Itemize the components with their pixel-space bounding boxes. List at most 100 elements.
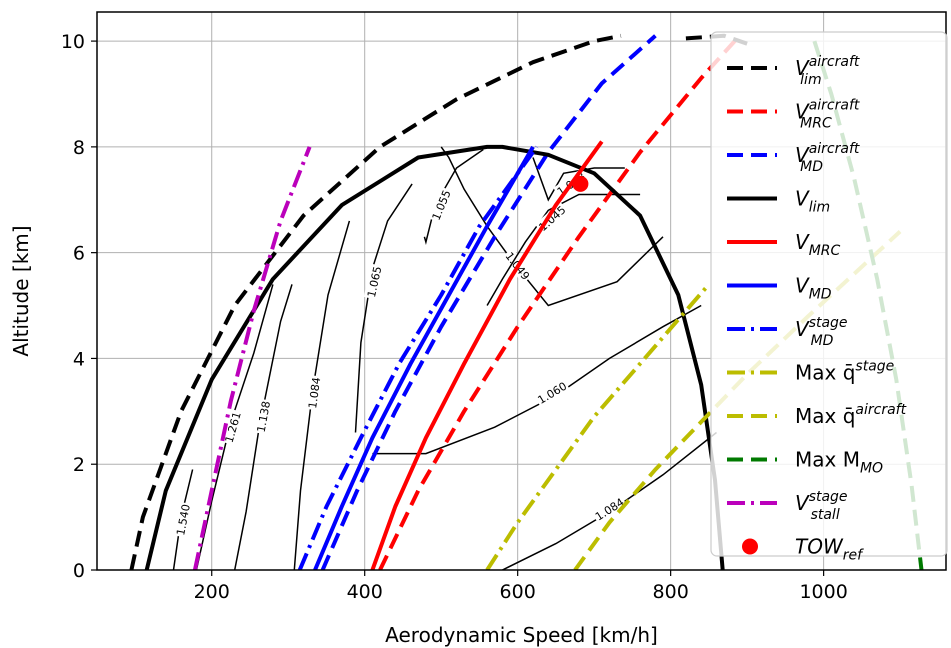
series-line	[144, 144, 725, 570]
legend-label: Vaircraft lim	[795, 54, 860, 88]
x-tick-label: 600	[500, 581, 536, 603]
legend-entry: Max q̄aircraft	[727, 402, 907, 428]
legend-entry: Vlim	[727, 187, 830, 216]
legend-label-sub: MD	[809, 287, 832, 303]
series-line	[297, 145, 539, 570]
legend-label-base: V	[795, 187, 810, 211]
legend-entry: Vaircraft MD	[727, 141, 860, 175]
legend-entry: Max q̄stage	[727, 359, 894, 385]
series-line	[485, 283, 711, 570]
y-tick-label: 6	[73, 243, 85, 265]
ticks: 200 400 600 800 1000 0 2 4 6 8 10	[61, 31, 848, 603]
legend-label: Vstage stall	[795, 489, 848, 523]
contour-label: 1.138	[255, 400, 273, 433]
legend-marker	[742, 538, 758, 555]
legend-label: Max MMO	[795, 448, 883, 477]
contour-label: 1.540	[174, 503, 193, 536]
legend-entry: VMRC	[727, 230, 840, 259]
series-line	[370, 140, 604, 570]
legend-entry: Max MMO	[727, 448, 883, 477]
x-tick-label: 1000	[799, 581, 847, 603]
legend-label-base: Max q̄	[795, 404, 855, 428]
y-tick-label: 2	[73, 454, 85, 476]
contour-label-bg	[304, 375, 324, 411]
legend-entry: Vaircraft lim	[727, 54, 860, 88]
legend-label-sup: aircraft	[855, 402, 906, 418]
series-line	[192, 146, 312, 570]
legend-label-sup: stage	[809, 489, 848, 505]
points	[572, 175, 589, 192]
legend-label-base: V	[795, 317, 810, 341]
x-axis-label: Aerodynamic Speed [km/h]	[385, 623, 658, 647]
legend-label-base: V	[795, 143, 810, 167]
legend-label: Vlim	[795, 187, 830, 216]
legend-entry: VMD	[727, 274, 832, 303]
legend-label: Max q̄aircraft	[795, 402, 907, 428]
x-tick-label: 400	[347, 581, 383, 603]
legend-label-base: V	[795, 230, 810, 254]
legend-label-base: TOW	[795, 535, 844, 559]
x-tick-label: 800	[653, 581, 689, 603]
contour-label-bg	[533, 378, 571, 408]
legend-entry: Vaircraft MRC	[727, 98, 860, 132]
series-line	[129, 33, 622, 570]
legend-label-sub: MRC	[800, 116, 832, 132]
contour-label: 1.065	[365, 265, 384, 299]
contour-label: 1.060	[535, 380, 569, 407]
legend-label: VMD	[795, 274, 832, 303]
x-tick-label: 200	[194, 581, 230, 603]
legend-box	[710, 31, 948, 557]
contour-label-bg	[253, 398, 274, 435]
legend-label-base: V	[795, 274, 810, 298]
y-tick-label: 4	[73, 348, 85, 370]
contour-label: 1.055	[430, 188, 454, 222]
legend-label-sup: aircraft	[809, 141, 860, 157]
legend-label-sub: ref	[843, 548, 864, 564]
contour-line	[440, 146, 664, 307]
contour-label: 1.084	[306, 376, 323, 409]
legend-label-sup: aircraft	[809, 98, 860, 114]
contour-label-bg	[428, 186, 455, 224]
legend-entry: Vstage stall	[727, 489, 848, 523]
contour-line	[293, 220, 351, 570]
contour-line	[423, 148, 484, 246]
legend-label-base: V	[795, 491, 810, 515]
legend-entry: Vstage MD	[727, 315, 848, 349]
legend-label-sub: lim	[809, 200, 830, 216]
legend-label-base: V	[795, 56, 810, 80]
legend-entry: TOWref	[742, 535, 864, 564]
legend-label-sup: stage	[855, 359, 894, 375]
legend-label: VMRC	[795, 230, 840, 259]
legend-label: Vaircraft MD	[795, 141, 860, 175]
legend-label-sub: lim	[800, 72, 821, 88]
legend-label-base: Max q̄	[795, 361, 855, 385]
y-tick-label: 8	[73, 137, 85, 159]
legend-label: Max q̄stage	[795, 359, 894, 385]
legend-label: TOWref	[795, 535, 864, 564]
legend-label-sub: stall	[811, 507, 840, 523]
legend-label: Vaircraft MRC	[795, 98, 860, 132]
legend-label-sub: MD	[800, 159, 823, 175]
legend-label-base: V	[795, 100, 810, 124]
legend-label-sup: stage	[809, 315, 848, 331]
contour-label-bg	[363, 263, 385, 300]
y-tick-label: 0	[73, 560, 85, 582]
legend-label-sub: MD	[811, 333, 834, 349]
legend-label-sub: MRC	[809, 243, 841, 259]
contour-label-bg	[221, 408, 245, 446]
tow-ref-point	[572, 175, 589, 192]
legend-label: Vstage MD	[795, 315, 848, 349]
contour-line	[532, 157, 625, 202]
y-tick-label: 10	[61, 31, 85, 53]
series-line	[378, 34, 741, 570]
y-axis-label: Altitude [km]	[9, 225, 33, 356]
contour-label-bg	[591, 494, 628, 525]
legend-label-sup: aircraft	[809, 54, 860, 70]
contour-label-bg	[172, 501, 194, 538]
legend-label-base: Max M	[795, 448, 860, 472]
series-line	[320, 34, 657, 570]
legend-label-sub: MO	[860, 461, 883, 477]
